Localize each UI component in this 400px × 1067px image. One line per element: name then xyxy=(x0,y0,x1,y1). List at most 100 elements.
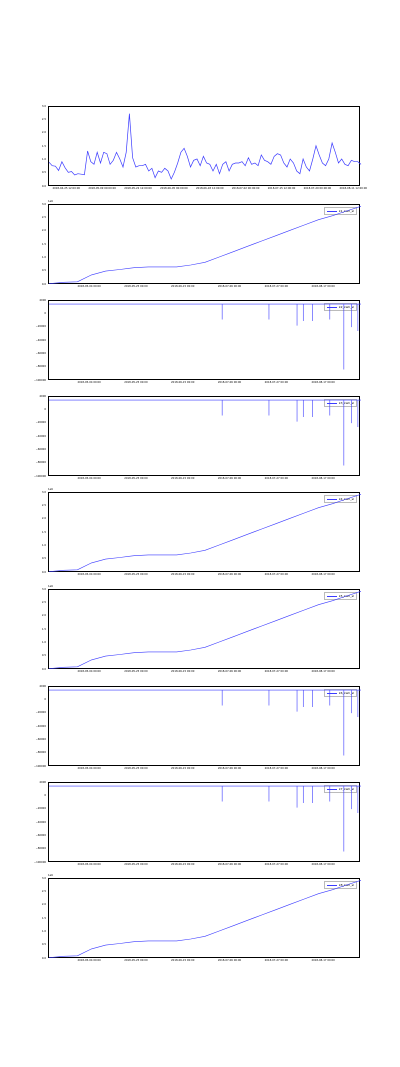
legend-swatch xyxy=(326,210,337,212)
x-tick-label: 2018-06-15 00:00 xyxy=(171,381,195,384)
y-tick-label: 1.0 xyxy=(41,157,46,161)
series-line xyxy=(48,494,362,572)
y-tick-label: −80000 xyxy=(35,751,46,755)
chart-panel-6: k5_kwh_sl xyxy=(48,589,362,669)
y-tick-label: 2.5 xyxy=(41,215,46,219)
x-tick-label: 2018-08-17 00:00 xyxy=(311,381,335,384)
y-tick-label: 3.0 xyxy=(41,876,46,880)
axis-offset-label: 1e6 xyxy=(48,585,53,588)
x-tick-label: 2018-08-17 00:00 xyxy=(311,670,335,673)
y-tick-label: 0 xyxy=(44,407,46,411)
y-tick-label: 1.0 xyxy=(41,929,46,933)
x-tick-label: 2018-05-04 00:00 xyxy=(77,381,101,384)
y-tick-label: 1.5 xyxy=(41,916,46,920)
x-tick-label: 2018-05-04 00:00 xyxy=(77,573,101,576)
y-tick-label: 2.0 xyxy=(41,131,46,135)
x-tick-label: 2018-05-04 00:00 xyxy=(77,863,101,866)
chart-plot-area xyxy=(48,494,362,572)
x-tick-label: 2018-05-04 00:00 xyxy=(77,767,101,770)
x-tick-label: 2018-07-15 12:00:00 xyxy=(267,187,296,190)
y-tick-label: 2.0 xyxy=(41,614,46,618)
y-tick-label: −80000 xyxy=(35,365,46,369)
legend-swatch xyxy=(326,884,337,886)
x-tick-label: 2018-05-25 00:00 xyxy=(124,959,148,962)
y-tick-label: 0 xyxy=(44,311,46,315)
chart-panel-5: k4_kwh_sl xyxy=(48,492,362,572)
y-tick-label: 3.0 xyxy=(41,104,46,108)
x-tick-label: 2018-05-25 00:00 xyxy=(124,670,148,673)
x-tick-label: 2018-07-29 00:00:00 xyxy=(303,187,332,190)
x-tick-label: 2018-05-04 00:00 xyxy=(77,959,101,962)
y-tick-label: 2.5 xyxy=(41,117,46,121)
y-tick-label: 2.5 xyxy=(41,889,46,893)
axis-offset-label: 1e6 xyxy=(48,874,53,877)
legend-label: k2_kwh_sl xyxy=(338,305,354,309)
series-line xyxy=(48,113,362,180)
y-tick-label: 2.0 xyxy=(41,229,46,233)
x-tick-label: 2018-06-18 12:00:00 xyxy=(196,187,224,190)
x-tick-label: 2018-07-06 00:00 xyxy=(217,573,242,576)
legend-swatch xyxy=(326,692,337,694)
x-tick-label: 2018-07-02 00:00:00 xyxy=(231,187,260,190)
x-tick-label: 2018-07-06 00:00 xyxy=(217,670,242,673)
y-tick-label: −100000 xyxy=(33,860,46,864)
x-tick-label: 2018-05-09 00:00:00 xyxy=(88,187,116,190)
y-tick-label: 4000 xyxy=(39,780,46,784)
x-tick-label: 2018-07-27 00:00 xyxy=(264,670,288,673)
y-tick-label: 0.0 xyxy=(41,956,46,960)
series-line xyxy=(48,880,362,958)
x-tick-label: 2018-04-25 12:00:00 xyxy=(52,187,81,190)
x-tick-label: 2018-07-06 00:00 xyxy=(217,767,242,770)
y-tick-label: −20000 xyxy=(35,711,46,715)
y-tick-label: 1.0 xyxy=(41,640,46,644)
y-tick-label: 0.0 xyxy=(41,282,46,286)
y-tick-label: 4000 xyxy=(39,394,46,398)
chart-panel-9: k8_kwh_sl xyxy=(48,878,362,958)
y-tick-label: 0.5 xyxy=(41,171,46,175)
y-tick-label: −60000 xyxy=(35,833,46,837)
legend: k7_kwh_sl xyxy=(323,785,357,793)
x-tick-label: 2018-05-25 00:00 xyxy=(124,767,148,770)
y-tick-label: −100000 xyxy=(33,474,46,478)
y-tick-label: −60000 xyxy=(35,447,46,451)
x-tick-label: 2018-08-17 00:00 xyxy=(311,477,335,480)
y-tick-label: 0.5 xyxy=(41,943,46,947)
y-tick-label: 2.0 xyxy=(41,903,46,907)
x-tick-label: 2018-05-25 00:00 xyxy=(124,477,148,480)
y-tick-label: 0.0 xyxy=(41,667,46,671)
y-tick-label: 0.5 xyxy=(41,269,46,273)
x-tick-label: 2018-05-25 00:00 xyxy=(124,285,148,288)
chart-plot-area xyxy=(48,591,362,669)
x-tick-label: 2018-07-06 00:00 xyxy=(217,381,242,384)
x-tick-label: 2018-08-17 00:00 xyxy=(311,959,335,962)
x-tick-label: 2018-06-15 00:00 xyxy=(171,863,195,866)
axis-offset-label: 1e6 xyxy=(48,200,53,203)
y-tick-label: −40000 xyxy=(35,434,46,438)
series-line xyxy=(48,591,362,669)
y-tick-label: 4000 xyxy=(39,298,46,302)
chart-panel-7: k6_kwh_sl xyxy=(48,686,361,766)
chart-panel-8: k7_kwh_sl xyxy=(48,782,361,862)
axis-offset-label: 1e6 xyxy=(48,488,53,491)
chart-plot-area xyxy=(48,113,362,180)
x-tick-label: 2018-05-25 00:00 xyxy=(124,381,148,384)
x-tick-label: 2018-05-04 00:00 xyxy=(77,285,101,288)
x-tick-label: 2018-05-25 00:00 xyxy=(124,573,148,576)
legend-swatch xyxy=(326,595,337,597)
y-tick-label: −40000 xyxy=(35,724,46,728)
y-tick-label: −100000 xyxy=(33,378,46,382)
y-tick-label: −80000 xyxy=(35,847,46,851)
x-tick-label: 2018-08-17 00:00 xyxy=(311,767,335,770)
y-tick-label: 0.0 xyxy=(41,570,46,574)
x-tick-label: 2018-06-15 00:00 xyxy=(171,959,195,962)
x-tick-label: 2018-07-27 00:00 xyxy=(264,863,288,866)
y-tick-label: 1.5 xyxy=(41,627,46,631)
y-tick-label: 0.0 xyxy=(41,184,46,188)
legend: k2_kwh_sl xyxy=(323,303,357,311)
y-tick-label: −40000 xyxy=(35,820,46,824)
y-tick-label: 0.5 xyxy=(41,654,46,658)
y-tick-label: 0 xyxy=(44,793,46,797)
chart-plot-area xyxy=(49,785,361,852)
y-tick-label: 1.0 xyxy=(41,255,46,259)
y-tick-label: 3.0 xyxy=(41,587,46,591)
